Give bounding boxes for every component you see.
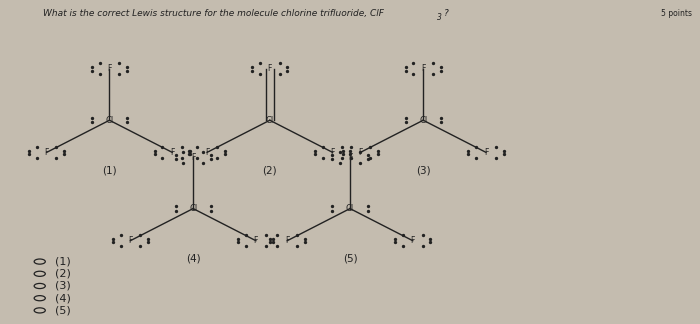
Text: F: F xyxy=(45,148,49,157)
Text: What is the correct Lewis structure for the molecule chlorine trifluoride, ClF: What is the correct Lewis structure for … xyxy=(43,9,384,18)
Text: (5): (5) xyxy=(55,306,71,315)
Text: (4): (4) xyxy=(186,253,200,263)
Text: F: F xyxy=(330,148,335,157)
Text: F: F xyxy=(348,153,352,162)
Text: F: F xyxy=(358,148,363,157)
Text: F: F xyxy=(285,236,289,245)
Text: F: F xyxy=(205,148,209,157)
Text: Cl: Cl xyxy=(346,204,354,213)
Text: (1): (1) xyxy=(102,165,117,175)
Text: (2): (2) xyxy=(55,269,71,279)
Text: (5): (5) xyxy=(343,253,357,263)
Text: (1): (1) xyxy=(55,257,71,267)
Text: (3): (3) xyxy=(55,281,71,291)
Text: F: F xyxy=(107,64,111,73)
Text: F: F xyxy=(267,64,272,73)
Text: Cl: Cl xyxy=(419,116,427,125)
Text: (2): (2) xyxy=(262,165,277,175)
Text: (4): (4) xyxy=(55,293,71,303)
Text: F: F xyxy=(170,148,174,157)
Text: F: F xyxy=(191,153,195,162)
Text: F: F xyxy=(421,64,426,73)
Text: 3: 3 xyxy=(438,13,442,22)
Text: Cl: Cl xyxy=(189,204,197,213)
Text: 5 points: 5 points xyxy=(661,9,692,18)
Text: F: F xyxy=(253,236,258,245)
Text: Cl: Cl xyxy=(266,116,274,125)
Text: F: F xyxy=(128,236,132,245)
Text: Cl: Cl xyxy=(105,116,113,125)
Text: F: F xyxy=(484,148,488,157)
Text: F: F xyxy=(411,236,415,245)
Text: ?: ? xyxy=(444,9,449,18)
Text: (3): (3) xyxy=(416,165,430,175)
